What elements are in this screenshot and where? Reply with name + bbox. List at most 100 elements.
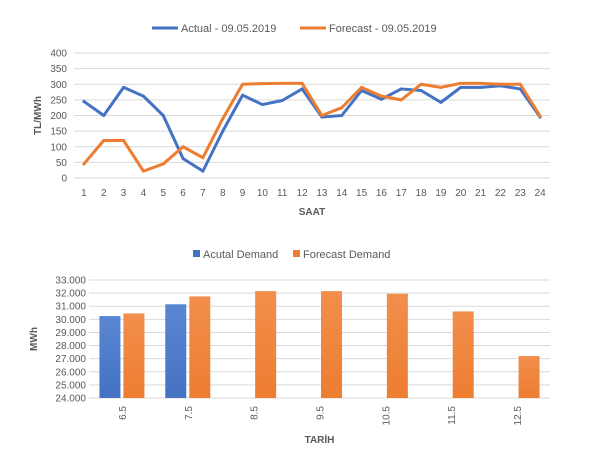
- line-chart-data-point: [102, 114, 106, 117]
- line-chart-data-point: [201, 156, 205, 160]
- bar-chart-y-tick-label: 30.000: [55, 315, 86, 326]
- bar-chart-y-tick-label: 24.000: [55, 394, 86, 405]
- line-chart-data-point: [260, 103, 264, 107]
- bar-chart-x-tick-label: 6.5: [118, 406, 129, 420]
- bar-chart-bar-forecast: [518, 356, 540, 398]
- line-chart-x-tick-label: 5: [160, 188, 166, 199]
- line-chart-data-point: [479, 81, 483, 85]
- line-chart-data-point: [360, 85, 364, 89]
- line-chart-x-tick-label: 7: [200, 188, 206, 199]
- bar-chart-bar-forecast: [189, 296, 211, 398]
- bar-chart-y-tick-label: 31.000: [55, 302, 86, 313]
- bar-chart-y-tick-label: 26.000: [55, 367, 86, 378]
- bar-chart-bar-forecast: [452, 311, 474, 398]
- line-chart-data-point: [221, 117, 225, 121]
- line-chart-x-tick-label: 14: [336, 188, 348, 199]
- bar-chart: 24.000 25.000 26.000 27.000 28.000 29.000 30.0…: [29, 249, 550, 446]
- line-chart-x-tick-label: 15: [356, 188, 368, 199]
- line-chart-x-tick-label: 22: [495, 188, 507, 199]
- line-chart-data-point: [82, 162, 86, 166]
- line-chart-data-point: [320, 114, 324, 117]
- line-chart-y-tick-label: 250: [50, 95, 67, 106]
- line-chart-x-tick-label: 13: [316, 188, 328, 199]
- line-chart-data-point: [161, 114, 165, 117]
- line-chart-x-tick-label: 20: [455, 188, 467, 199]
- line-chart-x-tick-label: 3: [121, 188, 127, 199]
- bar-chart-bar-forecast: [386, 293, 408, 398]
- line-chart-x-tick-label: 17: [396, 188, 408, 199]
- bar-chart-bar-actual: [165, 304, 187, 398]
- bar-chart-x-axis-title: TARİH: [305, 433, 335, 446]
- line-chart-data-point: [419, 89, 423, 92]
- line-chart-data-point: [498, 82, 502, 86]
- line-chart-x-tick-label: 16: [376, 188, 388, 199]
- line-chart-x-tick-label: 23: [515, 188, 527, 199]
- line-chart-data-point: [459, 81, 463, 85]
- line-chart-x-tick-label: 9: [240, 188, 246, 199]
- line-chart-data-point: [538, 114, 542, 118]
- line-chart-data-point: [419, 82, 423, 86]
- line-chart-data-point: [241, 82, 245, 86]
- line-chart-x-tick-label: 8: [220, 188, 226, 199]
- line-chart-data-point: [181, 145, 185, 149]
- bar-chart-bar-forecast: [255, 291, 277, 398]
- line-chart-data-point: [518, 82, 522, 86]
- bar-chart-x-tick-label: 11.5: [447, 406, 458, 425]
- bar-chart-y-tick-label: 29.000: [55, 328, 86, 339]
- bar-chart-x-tick-label: 10.5: [381, 406, 392, 426]
- line-chart-data-point: [340, 114, 344, 117]
- line-chart-data-point: [280, 99, 284, 102]
- line-chart-data-point: [340, 106, 344, 110]
- line-chart-data-point: [201, 169, 205, 173]
- bar-chart-y-tick-label: 25.000: [55, 380, 86, 391]
- line-chart-x-tick-label: 10: [257, 188, 269, 199]
- line-chart-y-tick-label: 150: [50, 127, 67, 138]
- line-chart-data-point: [181, 157, 185, 161]
- line-chart-data-point: [122, 85, 126, 89]
- line-chart-data-point: [479, 85, 483, 89]
- line-chart-data-point: [459, 85, 463, 89]
- line-chart-data-point: [221, 129, 225, 133]
- line-chart-data-point: [280, 81, 284, 85]
- line-chart-x-tick-label: 12: [297, 188, 309, 199]
- line-chart-data-point: [399, 98, 403, 102]
- line-chart-data-point: [439, 100, 443, 104]
- line-chart-data-point: [141, 169, 145, 173]
- line-chart-x-tick-label: 18: [416, 188, 428, 199]
- bar-chart-legend-swatch: [193, 250, 200, 257]
- line-chart-x-tick-label: 1: [81, 188, 87, 199]
- line-chart-data-point: [260, 82, 264, 86]
- bar-chart-y-tick-label: 28.000: [55, 341, 86, 352]
- line-chart-series-line-2: [82, 81, 542, 173]
- line-chart-data-point: [300, 81, 304, 85]
- line-chart-y-tick-label: 0: [61, 174, 67, 185]
- line-chart-y-tick-label: 350: [50, 64, 67, 75]
- bar-chart-y-tick-label: 32.000: [55, 289, 86, 300]
- line-chart-x-tick-label: 4: [141, 188, 147, 199]
- line-chart-data-point: [82, 99, 86, 103]
- line-chart-data-point: [161, 162, 165, 166]
- line-chart-x-tick-label: 11: [277, 188, 288, 199]
- bar-chart-legend-label: Forecast Demand: [303, 249, 390, 261]
- bar-chart-legend-label: Acutal Demand: [203, 249, 278, 261]
- line-chart-data-point: [379, 94, 383, 98]
- line-chart-x-tick-label: 24: [535, 188, 547, 199]
- bar-chart-x-tick-label: 7.5: [184, 406, 195, 420]
- line-chart-series-line-1: [82, 84, 542, 173]
- line-chart-data-point: [399, 87, 403, 91]
- bar-chart-legend-swatch: [293, 250, 300, 257]
- line-chart-data-point: [439, 85, 443, 89]
- bar-chart-x-tick-label: 12.5: [513, 406, 524, 426]
- line-chart-legend-label: Actual - 09.05.2019: [181, 23, 276, 35]
- line-chart-data-point: [379, 97, 383, 101]
- bar-chart-y-axis-title: MWh: [29, 327, 40, 351]
- line-chart-data-point: [300, 87, 304, 91]
- line-chart-data-point: [141, 94, 145, 98]
- line-chart-x-axis-title: SAAT: [299, 207, 325, 218]
- line-chart-y-tick-label: 400: [50, 49, 67, 60]
- line-chart-legend-label: Forecast - 09.05.2019: [329, 23, 437, 35]
- bar-chart-y-tick-label: 33.000: [55, 276, 86, 287]
- line-chart-data-point: [122, 139, 126, 142]
